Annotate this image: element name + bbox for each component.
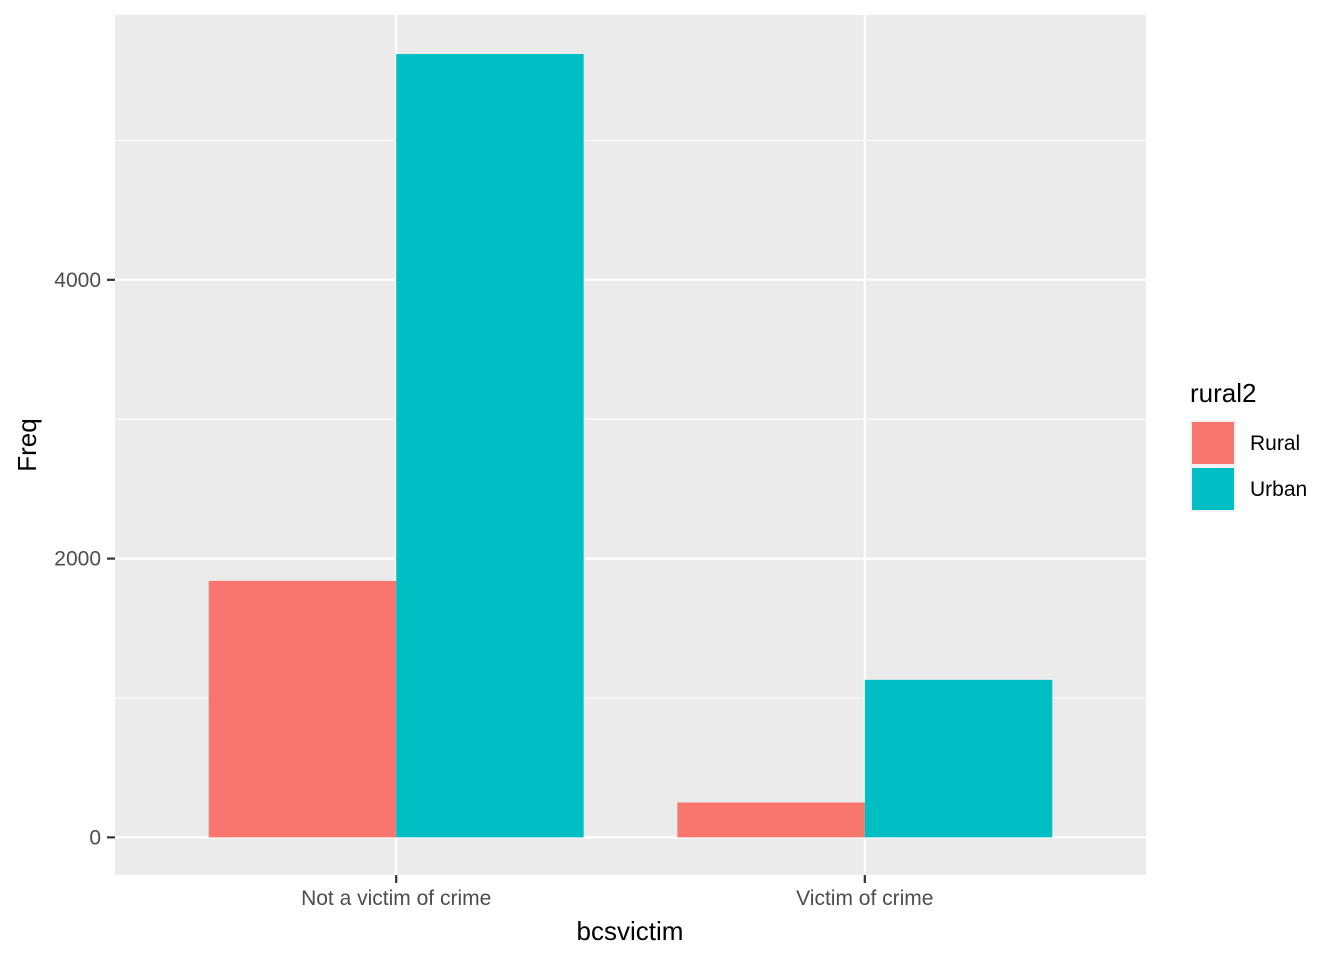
y-tick-label: 2000 — [54, 548, 101, 571]
bar-rural-2 — [677, 802, 865, 838]
bar-urban-2 — [864, 679, 1053, 838]
legend-swatch-rural — [1192, 422, 1234, 464]
bars — [208, 54, 1053, 838]
legend-label-rural: Rural — [1250, 432, 1300, 455]
legend-label-urban: Urban — [1250, 478, 1307, 501]
axes: 0 2000 4000 Not a victim of crime Victim of … — [54, 269, 933, 910]
y-tick-label: 0 — [89, 826, 101, 849]
bar-urban-1 — [396, 54, 584, 838]
legend-title: rural2 — [1190, 378, 1256, 408]
x-tick-label: Not a victim of crime — [301, 887, 491, 910]
legend: rural2 Rural Urban — [1190, 378, 1307, 512]
legend-swatch-urban — [1192, 468, 1234, 510]
y-tick-label: 4000 — [54, 269, 101, 292]
bar-rural-1 — [208, 580, 397, 838]
x-axis-title: bcsvictim — [577, 916, 684, 946]
y-axis-title: Freq — [12, 418, 42, 471]
x-tick-label: Victim of crime — [796, 887, 933, 910]
